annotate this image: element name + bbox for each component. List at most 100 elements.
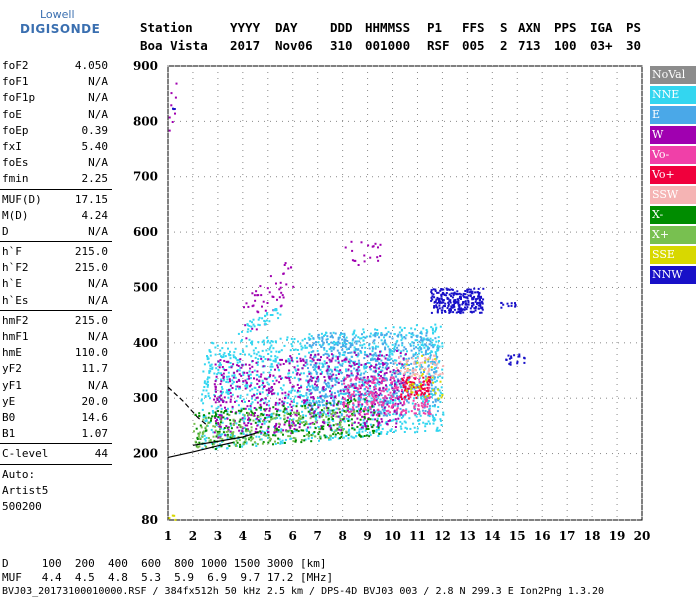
x-grid-dot (441, 78, 443, 79)
data-point (255, 427, 258, 430)
data-point (274, 442, 277, 445)
y-grid-dot (198, 176, 199, 178)
x-grid-dot (217, 222, 219, 223)
x-grid-dot (292, 240, 294, 241)
y-grid-dot (522, 519, 523, 521)
param-value: N/A (88, 156, 108, 170)
data-point (268, 400, 271, 403)
parameter-panel: foF2 4.050 foF1 N/A foF1p N/A foE N/A foEp 0.39 fx… (0, 58, 112, 515)
data-point (279, 417, 282, 420)
data-point (381, 366, 384, 369)
y-grid-dot (390, 519, 391, 521)
y-grid-dot (450, 176, 451, 178)
y-grid-dot (486, 231, 487, 233)
data-point (365, 422, 368, 424)
x-grid-dot (292, 384, 294, 385)
x-grid-dot (466, 462, 468, 463)
x-grid-dot (566, 408, 568, 409)
data-point (324, 333, 327, 336)
x-grid-dot (491, 504, 493, 505)
x-grid-dot (317, 306, 319, 307)
data-point (233, 443, 236, 446)
x-grid-dot (566, 198, 568, 199)
x-grid-dot (367, 516, 369, 517)
y-grid-dot (354, 120, 355, 122)
x-grid-dot (392, 486, 394, 487)
x-grid-dot (317, 282, 319, 283)
data-point (352, 427, 355, 430)
data-point (330, 404, 333, 406)
data-point (420, 347, 423, 350)
data-point (328, 376, 331, 379)
data-point (345, 370, 348, 373)
y-grid-dot (576, 519, 577, 521)
x-grid-dot (292, 396, 294, 397)
data-point (257, 358, 260, 361)
data-point (437, 361, 440, 364)
y-grid-dot (264, 176, 265, 178)
data-point (337, 401, 340, 404)
param-name: hmF1 (2, 330, 29, 343)
data-point (245, 383, 248, 386)
y-grid-dot (456, 120, 457, 122)
x-grid-dot (367, 138, 369, 139)
data-point (384, 339, 386, 342)
x-grid-dot (292, 246, 294, 247)
data-point (307, 381, 310, 384)
data-point (364, 379, 367, 381)
x-grid-dot (416, 354, 418, 355)
x-grid-dot (616, 264, 618, 265)
x-grid-dot (491, 354, 493, 355)
y-grid-dot (630, 397, 631, 399)
data-point (227, 443, 230, 446)
param-value: N/A (88, 378, 108, 392)
data-point (314, 355, 317, 358)
data-point (387, 345, 390, 348)
x-grid-dot (317, 408, 319, 409)
x-grid-dot (641, 150, 643, 151)
data-point (301, 367, 304, 370)
x-grid-dot (416, 468, 418, 469)
x-grid-dot (367, 168, 369, 169)
data-point (258, 380, 261, 383)
y-grid-dot (246, 120, 247, 122)
data-point (430, 341, 433, 344)
x-grid-dot (267, 372, 269, 373)
y-grid-dot (444, 120, 445, 122)
x-grid-dot (342, 108, 344, 109)
x-grid-dot (466, 90, 468, 91)
data-point (315, 421, 318, 424)
y-grid-dot (468, 453, 469, 455)
x-grid-dot (466, 342, 468, 343)
x-grid-dot (591, 132, 593, 133)
x-grid-dot (367, 246, 369, 247)
data-point (208, 376, 211, 379)
data-point (246, 393, 249, 396)
y-grid-dot (480, 65, 481, 67)
x-grid-dot (267, 234, 269, 235)
data-point (314, 417, 317, 420)
data-point (256, 396, 259, 399)
y-grid-dot (636, 342, 637, 344)
x-grid-dot (516, 114, 518, 115)
data-point (331, 374, 333, 377)
x-grid-dot (317, 300, 319, 301)
x-grid-dot (367, 324, 369, 325)
data-point (416, 384, 419, 387)
param-value: N/A (88, 107, 108, 121)
data-point (209, 364, 212, 367)
param-name: fmin (2, 172, 29, 186)
data-point (220, 407, 223, 410)
data-point (441, 376, 444, 379)
x-grid-dot (466, 258, 468, 259)
x-grid-dot (292, 294, 294, 295)
y-grid-dot (186, 342, 187, 344)
data-point (406, 371, 409, 374)
x-grid-dot (292, 168, 294, 169)
y-grid-dot (474, 453, 475, 455)
x-grid-dot (242, 102, 244, 103)
y-grid-dot (336, 65, 337, 67)
data-point (333, 346, 336, 349)
y-grid-dot (264, 519, 265, 521)
data-point (242, 420, 245, 423)
